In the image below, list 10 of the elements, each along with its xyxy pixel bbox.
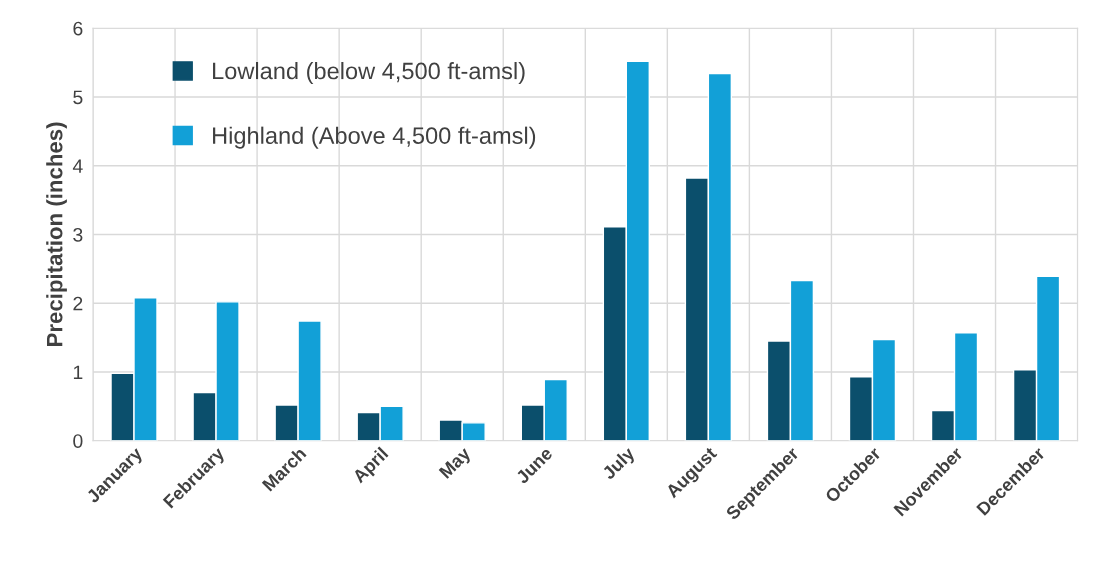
y-tick-label: 6	[73, 21, 83, 36]
legend-label: Lowland (below 4,500 ft-amsl)	[213, 62, 525, 84]
y-tick-label: 0	[73, 434, 83, 448]
y-tick-label: 5	[73, 90, 83, 105]
y-tick-label: 4	[72, 159, 83, 173]
y-axis-title: Precipitation (inches)	[46, 122, 67, 346]
y-tick-label: 1	[73, 365, 83, 379]
y-tick-label: 2	[73, 296, 83, 311]
legend-label: Highland (Above 4,500 ft-amsl)	[213, 126, 536, 149]
y-tick-label: 3	[73, 227, 83, 242]
